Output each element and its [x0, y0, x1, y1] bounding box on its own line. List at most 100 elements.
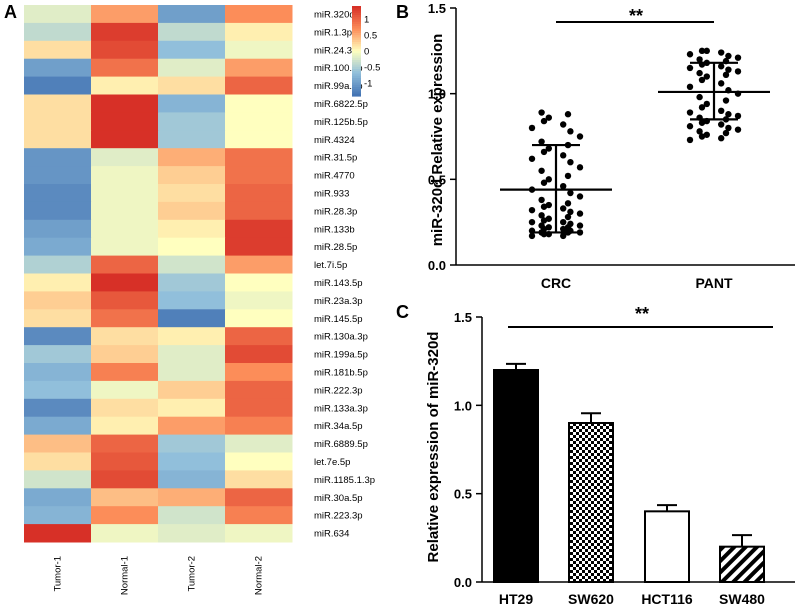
- bar-marks: [493, 362, 765, 584]
- scatter-point: [540, 148, 548, 156]
- legend-tick-label: 1: [364, 14, 369, 25]
- heatmap-cell: [225, 291, 293, 310]
- heatmap-cell: [24, 452, 92, 471]
- heatmap-cell: [91, 255, 159, 274]
- bar-sw620: [568, 422, 614, 583]
- scatter-category-label: CRC: [541, 275, 571, 291]
- scatter-tick-label: 1.0: [428, 87, 446, 102]
- scatter-significance-marker: **: [629, 6, 643, 26]
- heatmap-cell: [91, 22, 159, 42]
- scatter-tick-label: 1.5: [428, 1, 446, 16]
- heatmap-cell: [91, 76, 159, 95]
- heatmap-cell: [91, 273, 159, 292]
- legend-color-step: [352, 87, 361, 90]
- bar-category-label: HCT116: [641, 591, 693, 607]
- legend-color-step: [352, 71, 361, 75]
- heatmap-column-label: Normal-2: [254, 556, 265, 595]
- scatter-y-ticks: 0.0 0.5 1.0 1.5: [428, 1, 456, 273]
- heatmap-cell: [158, 524, 226, 543]
- scatter-point: [560, 232, 567, 240]
- bar-panel: Relative expression of miR-320d 0.0 0.5 1.…: [425, 304, 795, 607]
- legend-color-step: [352, 84, 361, 88]
- heatmap-cell: [225, 524, 293, 543]
- heatmap-row-label: miR.181b.5p: [314, 367, 368, 378]
- scatter-point: [703, 100, 710, 108]
- heatmap-cell: [24, 488, 92, 507]
- heatmap-cell: [225, 434, 293, 453]
- heatmap-cell: [91, 380, 159, 400]
- scatter-point: [567, 159, 574, 166]
- heatmap-cell: [91, 452, 159, 471]
- legend-color-step: [352, 44, 361, 48]
- scatter-tick-label: 0.5: [428, 172, 446, 187]
- heatmap-cell: [24, 255, 92, 274]
- bar-tick-label: 0.0: [454, 575, 472, 590]
- legend-color-step: [352, 24, 361, 27]
- heatmap-cell: [225, 309, 293, 328]
- heatmap-cell: [158, 201, 226, 221]
- heatmap-cell: [225, 219, 293, 239]
- heatmap-row-label: miR.223.3p: [314, 511, 363, 522]
- heatmap-cell: [158, 380, 226, 400]
- heatmap-cell: [225, 166, 293, 185]
- heatmap-cell: [24, 5, 92, 24]
- scatter-point: [545, 114, 552, 121]
- scatter-point: [696, 56, 703, 63]
- scatter-point: [528, 206, 536, 214]
- heatmap-row-label: miR.30a.5p: [314, 493, 363, 504]
- heatmap-cell: [158, 255, 226, 274]
- heatmap-cell: [225, 5, 293, 24]
- heatmap-cell: [91, 112, 159, 131]
- scatter-point: [718, 135, 725, 142]
- heatmap-row-label: miR.145.5p: [314, 314, 363, 325]
- heatmap-cell: [24, 22, 92, 42]
- scatter-point: [560, 152, 567, 159]
- heatmap-cell: [91, 327, 159, 346]
- scatter-point: [540, 203, 548, 210]
- heatmap-cell: [24, 363, 92, 382]
- heatmap-cell: [91, 488, 159, 507]
- heatmap-cell: [24, 524, 92, 543]
- heatmap-column-label: Tumor-2: [187, 556, 198, 592]
- legend-color-step: [352, 15, 361, 18]
- legend-tick-label: -0.5: [364, 63, 380, 74]
- scatter-point: [686, 51, 694, 58]
- heatmap-cell: [91, 166, 159, 185]
- heatmap-row-label: miR.28.3p: [314, 206, 357, 217]
- legend-tick-label: 0.5: [364, 30, 377, 41]
- heatmap-cell: [24, 416, 92, 436]
- scatter-point: [560, 225, 567, 233]
- heatmap-cell: [91, 470, 159, 489]
- heatmap-cell: [24, 94, 92, 113]
- bar-sw480: [719, 545, 765, 584]
- heatmap-cell: [24, 327, 92, 346]
- heatmap-cell: [225, 201, 293, 221]
- heatmap-cell: [158, 5, 226, 24]
- legend-color-step: [352, 89, 361, 93]
- legend-color-step: [352, 73, 361, 77]
- heatmap-cell: [225, 380, 293, 400]
- scatter-point: [545, 145, 552, 152]
- legend-color-step: [352, 46, 361, 50]
- scatter-point: [718, 121, 725, 128]
- scatter-point: [567, 128, 574, 135]
- heatmap-cell: [91, 398, 159, 418]
- scatter-point: [576, 164, 584, 171]
- scatter-point: [564, 213, 572, 221]
- heatmap-cell: [24, 273, 92, 292]
- heatmap-cell: [225, 76, 293, 95]
- heatmap-cell: [158, 363, 226, 382]
- heatmap-cell: [91, 524, 159, 543]
- scatter-point: [686, 123, 694, 130]
- heatmap-cell: [24, 76, 92, 95]
- heatmap-cell: [158, 416, 226, 436]
- heatmap-row-label: miR.133a.3p: [314, 403, 368, 414]
- scatter-point: [540, 117, 548, 125]
- scatter-point: [538, 167, 545, 174]
- heatmap-row-label: miR.143.5p: [314, 278, 363, 289]
- scatter-point: [698, 133, 706, 140]
- heatmap-cell: [91, 5, 159, 24]
- heatmap-row-label: miR.199a.5p: [314, 350, 368, 361]
- heatmap-row-label: miR.130a.3p: [314, 332, 368, 343]
- bar-tick-label: 1.0: [454, 398, 472, 413]
